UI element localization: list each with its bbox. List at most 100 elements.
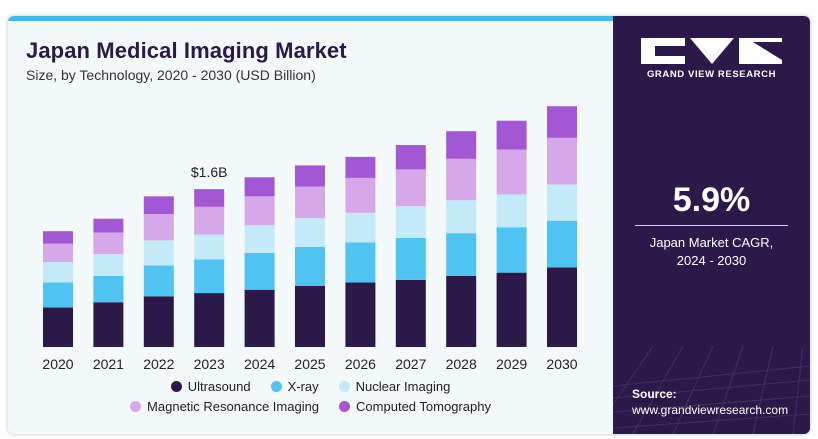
logo-text: GRAND VIEW RESEARCH	[646, 69, 777, 80]
bar-segment-magnetic-resonance-imaging-2021	[93, 232, 124, 255]
legend-label-computed-tomography: Computed Tomography	[356, 399, 491, 414]
bar-segment-x-ray-2030	[547, 220, 577, 268]
legend-swatch-computed-tomography	[339, 401, 351, 412]
legend-item-nuclear-imaging: Nuclear Imaging	[338, 379, 451, 394]
legend-swatch-nuclear-imaging	[338, 381, 350, 392]
x-tick-label-2025: 2025	[294, 356, 325, 372]
cagr-label-line-1: Japan Market CAGR,	[649, 235, 774, 250]
bar-segment-ultrasound-2027	[395, 279, 426, 347]
bar-segment-ultrasound-2023	[194, 293, 225, 347]
x-tick-label-2026: 2026	[345, 356, 376, 372]
bar-segment-magnetic-resonance-imaging-2020	[43, 243, 73, 263]
legend-label-nuclear-imaging: Nuclear Imaging	[355, 379, 451, 394]
bar-segment-nuclear-imaging-2021	[93, 254, 124, 276]
bar-segment-x-ray-2025	[295, 247, 325, 286]
x-tick-label-2024: 2024	[244, 356, 275, 372]
bar-segment-ultrasound-2029	[496, 272, 527, 347]
bar-segment-magnetic-resonance-imaging-2026	[345, 177, 376, 213]
legend-row-2: Magnetic Resonance Imaging Computed Tomo…	[8, 399, 613, 414]
legend-label-ultrasound: Ultrasound	[187, 379, 251, 394]
bar-segment-ultrasound-2028	[446, 275, 477, 347]
bar-segment-nuclear-imaging-2024	[244, 225, 275, 253]
bar-segment-magnetic-resonance-imaging-2022	[143, 214, 174, 241]
cagr-divider	[635, 225, 788, 226]
chart-subtitle: Size, by Technology, 2020 - 2030 (USD Bi…	[26, 67, 316, 83]
cagr-label-line-2: 2024 - 2030	[676, 253, 747, 268]
sidebar-panel: GRAND VIEW RESEARCH 5.9% Japan Market CA…	[613, 16, 810, 434]
bar-segment-computed-tomography-2021	[93, 218, 124, 233]
accent-bar	[8, 16, 613, 21]
bar-segment-x-ray-2029	[496, 227, 527, 273]
decorative-grid-pattern	[613, 346, 810, 434]
bar-segment-computed-tomography-2026	[345, 156, 376, 178]
bar-segment-x-ray-2027	[395, 237, 426, 280]
bar-segment-nuclear-imaging-2020	[43, 262, 73, 283]
x-tick-label-2030: 2030	[546, 356, 577, 372]
bar-segment-nuclear-imaging-2022	[143, 240, 174, 266]
x-tick-label-2028: 2028	[446, 356, 477, 372]
source-url: www.grandviewresearch.com	[632, 403, 789, 417]
bar-segment-nuclear-imaging-2027	[395, 206, 426, 238]
chart-legend: Ultrasound X-ray Nuclear Imaging Magneti…	[8, 379, 613, 419]
bar-segment-ultrasound-2024	[244, 289, 275, 347]
legend-row-1: Ultrasound X-ray Nuclear Imaging	[8, 379, 613, 394]
bar-segment-computed-tomography-2022	[143, 196, 174, 215]
cagr-value: 5.9%	[672, 181, 751, 219]
bar-segment-x-ray-2023	[194, 259, 225, 294]
data-label-2023: $1.6B	[191, 164, 228, 180]
x-tick-label-2027: 2027	[395, 356, 426, 372]
bar-segment-ultrasound-2026	[345, 282, 376, 347]
bar-segment-magnetic-resonance-imaging-2023	[194, 206, 225, 235]
bar-segment-ultrasound-2020	[43, 307, 73, 347]
bar-segment-x-ray-2020	[43, 282, 73, 308]
stacked-bar-chart: 2020 2021 2022 2023 $1.6B 2024 2025 2026 2027 202…	[42, 106, 578, 372]
bar-segment-magnetic-resonance-imaging-2024	[244, 196, 275, 226]
bar-segment-nuclear-imaging-2029	[496, 194, 527, 228]
bar-segment-nuclear-imaging-2025	[295, 218, 325, 247]
x-tick-label-2029: 2029	[496, 356, 527, 372]
bar-segment-computed-tomography-2029	[496, 120, 527, 150]
chart-title: Japan Medical Imaging Market	[26, 38, 347, 63]
bar-segment-computed-tomography-2025	[295, 165, 325, 187]
bar-segment-nuclear-imaging-2030	[547, 184, 577, 221]
bar-segment-computed-tomography-2028	[446, 131, 477, 159]
legend-item-ultrasound: Ultrasound	[170, 379, 251, 394]
legend-swatch-ultrasound	[170, 381, 182, 392]
bar-segment-ultrasound-2021	[93, 302, 124, 347]
x-tick-label-2020: 2020	[42, 356, 73, 372]
bar-segment-computed-tomography-2023	[194, 189, 225, 207]
chart-panel: Japan Medical Imaging Market Size, by Te…	[8, 16, 613, 434]
bar-segment-ultrasound-2022	[143, 296, 174, 347]
bar-segment-magnetic-resonance-imaging-2025	[295, 186, 325, 219]
bar-segment-nuclear-imaging-2026	[345, 212, 376, 243]
x-tick-label-2023: 2023	[194, 356, 225, 372]
legend-label-x-ray: X-ray	[287, 379, 319, 394]
legend-swatch-x-ray	[270, 381, 282, 392]
bar-segment-computed-tomography-2030	[547, 106, 577, 138]
legend-item-computed-tomography: Computed Tomography	[339, 399, 491, 414]
infographic-card: Japan Medical Imaging Market Size, by Te…	[8, 16, 810, 434]
bar-segment-ultrasound-2025	[295, 285, 325, 347]
bar-segment-magnetic-resonance-imaging-2029	[496, 149, 527, 195]
bar-segment-computed-tomography-2024	[244, 177, 275, 197]
legend-item-mri: Magnetic Resonance Imaging	[130, 399, 319, 414]
bar-segment-x-ray-2021	[93, 275, 124, 303]
x-tick-label-2022: 2022	[143, 356, 174, 372]
bar-segment-x-ray-2024	[244, 252, 275, 290]
bar-segment-nuclear-imaging-2028	[446, 200, 477, 234]
bar-segment-magnetic-resonance-imaging-2028	[446, 158, 477, 201]
bar-segment-magnetic-resonance-imaging-2030	[547, 137, 577, 185]
legend-swatch-mri	[130, 401, 142, 412]
bar-segment-x-ray-2022	[143, 265, 174, 297]
legend-item-x-ray: X-ray	[270, 379, 319, 394]
x-tick-label-2021: 2021	[93, 356, 124, 372]
grand-view-research-logo-icon	[641, 38, 782, 64]
bar-segment-ultrasound-2030	[547, 267, 577, 347]
cagr-label: Japan Market CAGR, 2024 - 2030	[613, 234, 810, 270]
source-block: Source: www.grandviewresearch.com	[632, 386, 788, 418]
bar-segment-computed-tomography-2027	[395, 145, 426, 170]
bar-segment-computed-tomography-2020	[43, 231, 73, 244]
bar-segment-nuclear-imaging-2023	[194, 234, 225, 260]
legend-label-mri: Magnetic Resonance Imaging	[147, 399, 320, 414]
bar-segment-magnetic-resonance-imaging-2027	[395, 169, 426, 207]
